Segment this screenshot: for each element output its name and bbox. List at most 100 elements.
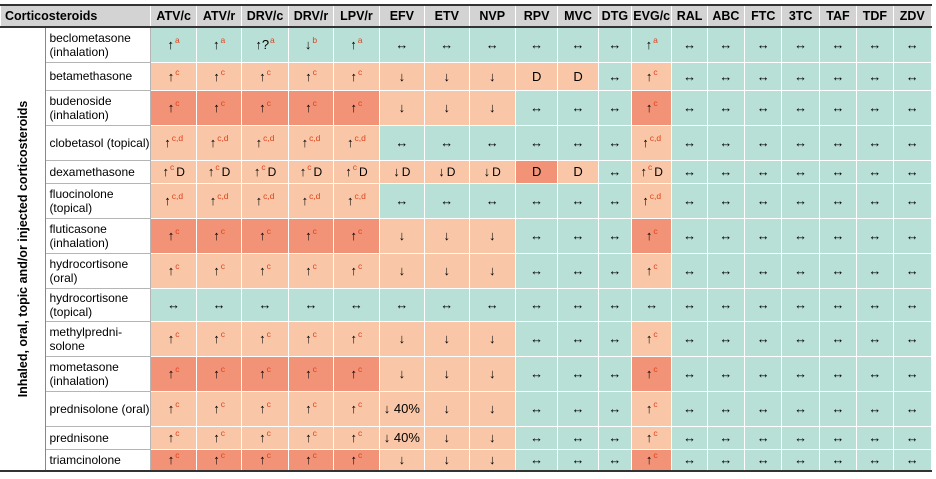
footnote-marker: a (653, 35, 658, 46)
interaction-cell: ↔ (671, 182, 708, 219)
interaction-cell: ↑c,d (631, 124, 673, 161)
interaction-symbol: ↔ (683, 331, 697, 346)
interaction-symbol: ↔ (756, 100, 770, 115)
interaction-cell: ↔ (892, 425, 933, 450)
interaction-symbol: ↔ (756, 37, 770, 53)
interaction-cell: ↔ (781, 217, 820, 254)
interaction-symbol: ↔ (794, 100, 808, 115)
column-header: DTG (597, 4, 633, 28)
interaction-symbol: ↔ (683, 452, 697, 468)
interaction-cell: ↔ (631, 287, 673, 322)
interaction-cell: ↑c (241, 61, 289, 91)
footnote-marker: c (653, 399, 658, 409)
interaction-cell: ↔ (744, 159, 783, 184)
interaction-cell: ↑c (195, 425, 243, 450)
interaction-cell: ↔ (892, 252, 933, 289)
footnote-marker: c,d (263, 133, 275, 143)
interaction-symbol: ↔ (530, 331, 544, 346)
table-row: clobetasol (topical) ↑c,d ↑c,d ↑c,d ↑c,d ↑c,d… (1, 124, 933, 161)
interaction-symbol: ↔ (831, 331, 845, 346)
interaction-cell: ↑c (195, 89, 243, 126)
interaction-symbol: ↔ (831, 401, 845, 416)
footnote-marker: c,d (649, 133, 662, 143)
footnote-marker: c (266, 98, 271, 108)
interaction-symbol: ↔ (756, 164, 770, 179)
interaction-symbol: ↔ (719, 193, 733, 208)
interaction-symbol: ↔ (571, 228, 585, 243)
interaction-symbol: ↑ (645, 430, 653, 445)
interaction-symbol: ↑ (259, 366, 266, 381)
footnote-marker: c (358, 450, 363, 461)
interaction-symbol: ↑ (305, 366, 312, 381)
column-header: LPV/r (333, 4, 380, 28)
interaction-symbol: ↔ (868, 401, 882, 416)
interaction-cell: ↑c (631, 320, 673, 357)
footnote-marker: c (358, 98, 363, 108)
interaction-cell: ↔ (744, 89, 783, 126)
footnote-marker: c (220, 226, 225, 236)
interaction-cell: ↔ (781, 61, 820, 91)
footnote-marker: c (312, 364, 317, 374)
interaction-symbol: ↓ (443, 366, 451, 381)
interaction-symbol: ↔ (905, 37, 919, 53)
interaction-symbol: ↔ (530, 193, 544, 208)
interaction-symbol: ↑ (167, 366, 175, 381)
interaction-symbol: ↔ (905, 135, 919, 150)
interaction-cell: ↔ (781, 252, 820, 289)
interaction-symbol: ↓ (398, 263, 406, 278)
interaction-cell: ↓ (468, 425, 516, 450)
interaction-cell: ↑c (631, 89, 673, 126)
interaction-symbol: ↓ (488, 366, 496, 381)
interaction-symbol: ↑ (213, 401, 220, 416)
footnote-marker: c (653, 428, 658, 438)
interaction-symbol: ↔ (530, 135, 544, 150)
interaction-cell: ↔ (514, 182, 559, 219)
interaction-symbol: ↔ (831, 68, 845, 84)
interaction-cell: ↔ (597, 124, 633, 161)
interaction-cell: ↑c (150, 89, 197, 126)
interaction-cell: ↔ (818, 124, 858, 161)
interaction-cell: ↔ (333, 287, 380, 322)
interaction-cell: D (514, 61, 559, 91)
interaction-symbol: ↔ (395, 297, 409, 312)
interaction-cell: ↑c (241, 355, 289, 392)
interaction-cell: ↔ (744, 182, 783, 219)
interaction-symbol: ↑ (645, 263, 653, 278)
footnote-marker: c (220, 261, 225, 271)
interaction-symbol: ↔ (719, 401, 733, 416)
interaction-symbol: ↔ (608, 263, 622, 278)
interaction-symbol: ↓ (443, 331, 451, 346)
column-header: ATV/r (195, 4, 243, 28)
interaction-symbol: ↔ (571, 401, 585, 416)
footnote-marker: c (653, 364, 658, 374)
interaction-cell: ↔ (597, 252, 633, 289)
interaction-symbol: ↔ (683, 193, 697, 208)
interaction-cell: ↔ (744, 320, 783, 357)
column-header: DRV/r (287, 4, 335, 28)
interaction-cell: ↔ (468, 26, 516, 63)
interaction-cell: ↓ (424, 217, 470, 254)
drug-name: prednisone (45, 425, 152, 450)
footnote-marker: c (312, 261, 317, 271)
interaction-cell: ↑c (241, 448, 289, 472)
footnote-marker: c (653, 329, 658, 339)
drug-name: hydrocortisone (topical) (45, 287, 152, 322)
interaction-symbol: ↑ (350, 228, 358, 243)
interaction-cell: ↔ (557, 124, 599, 161)
interaction-cell: ↓ (424, 252, 470, 289)
drug-name: methylpredni-solone (45, 320, 152, 357)
interaction-symbol: ↔ (571, 331, 585, 346)
interaction-symbol: ↑ (305, 228, 312, 243)
interaction-symbol: ↓ (398, 452, 406, 468)
footnote-marker: c (352, 162, 357, 172)
interaction-symbol: ↔ (608, 366, 622, 381)
interaction-symbol: ↓ (488, 401, 496, 416)
interaction-cell: ↑c,d (333, 182, 380, 219)
interaction-symbol: ↓ (443, 228, 451, 243)
column-header: ATV/c (150, 4, 197, 28)
interaction-symbol: D (573, 164, 583, 179)
footnote-marker: c (266, 261, 271, 271)
interaction-symbol: ↔ (485, 297, 499, 312)
interaction-symbol: D (573, 68, 583, 84)
interaction-cell: ↑c (195, 355, 243, 392)
